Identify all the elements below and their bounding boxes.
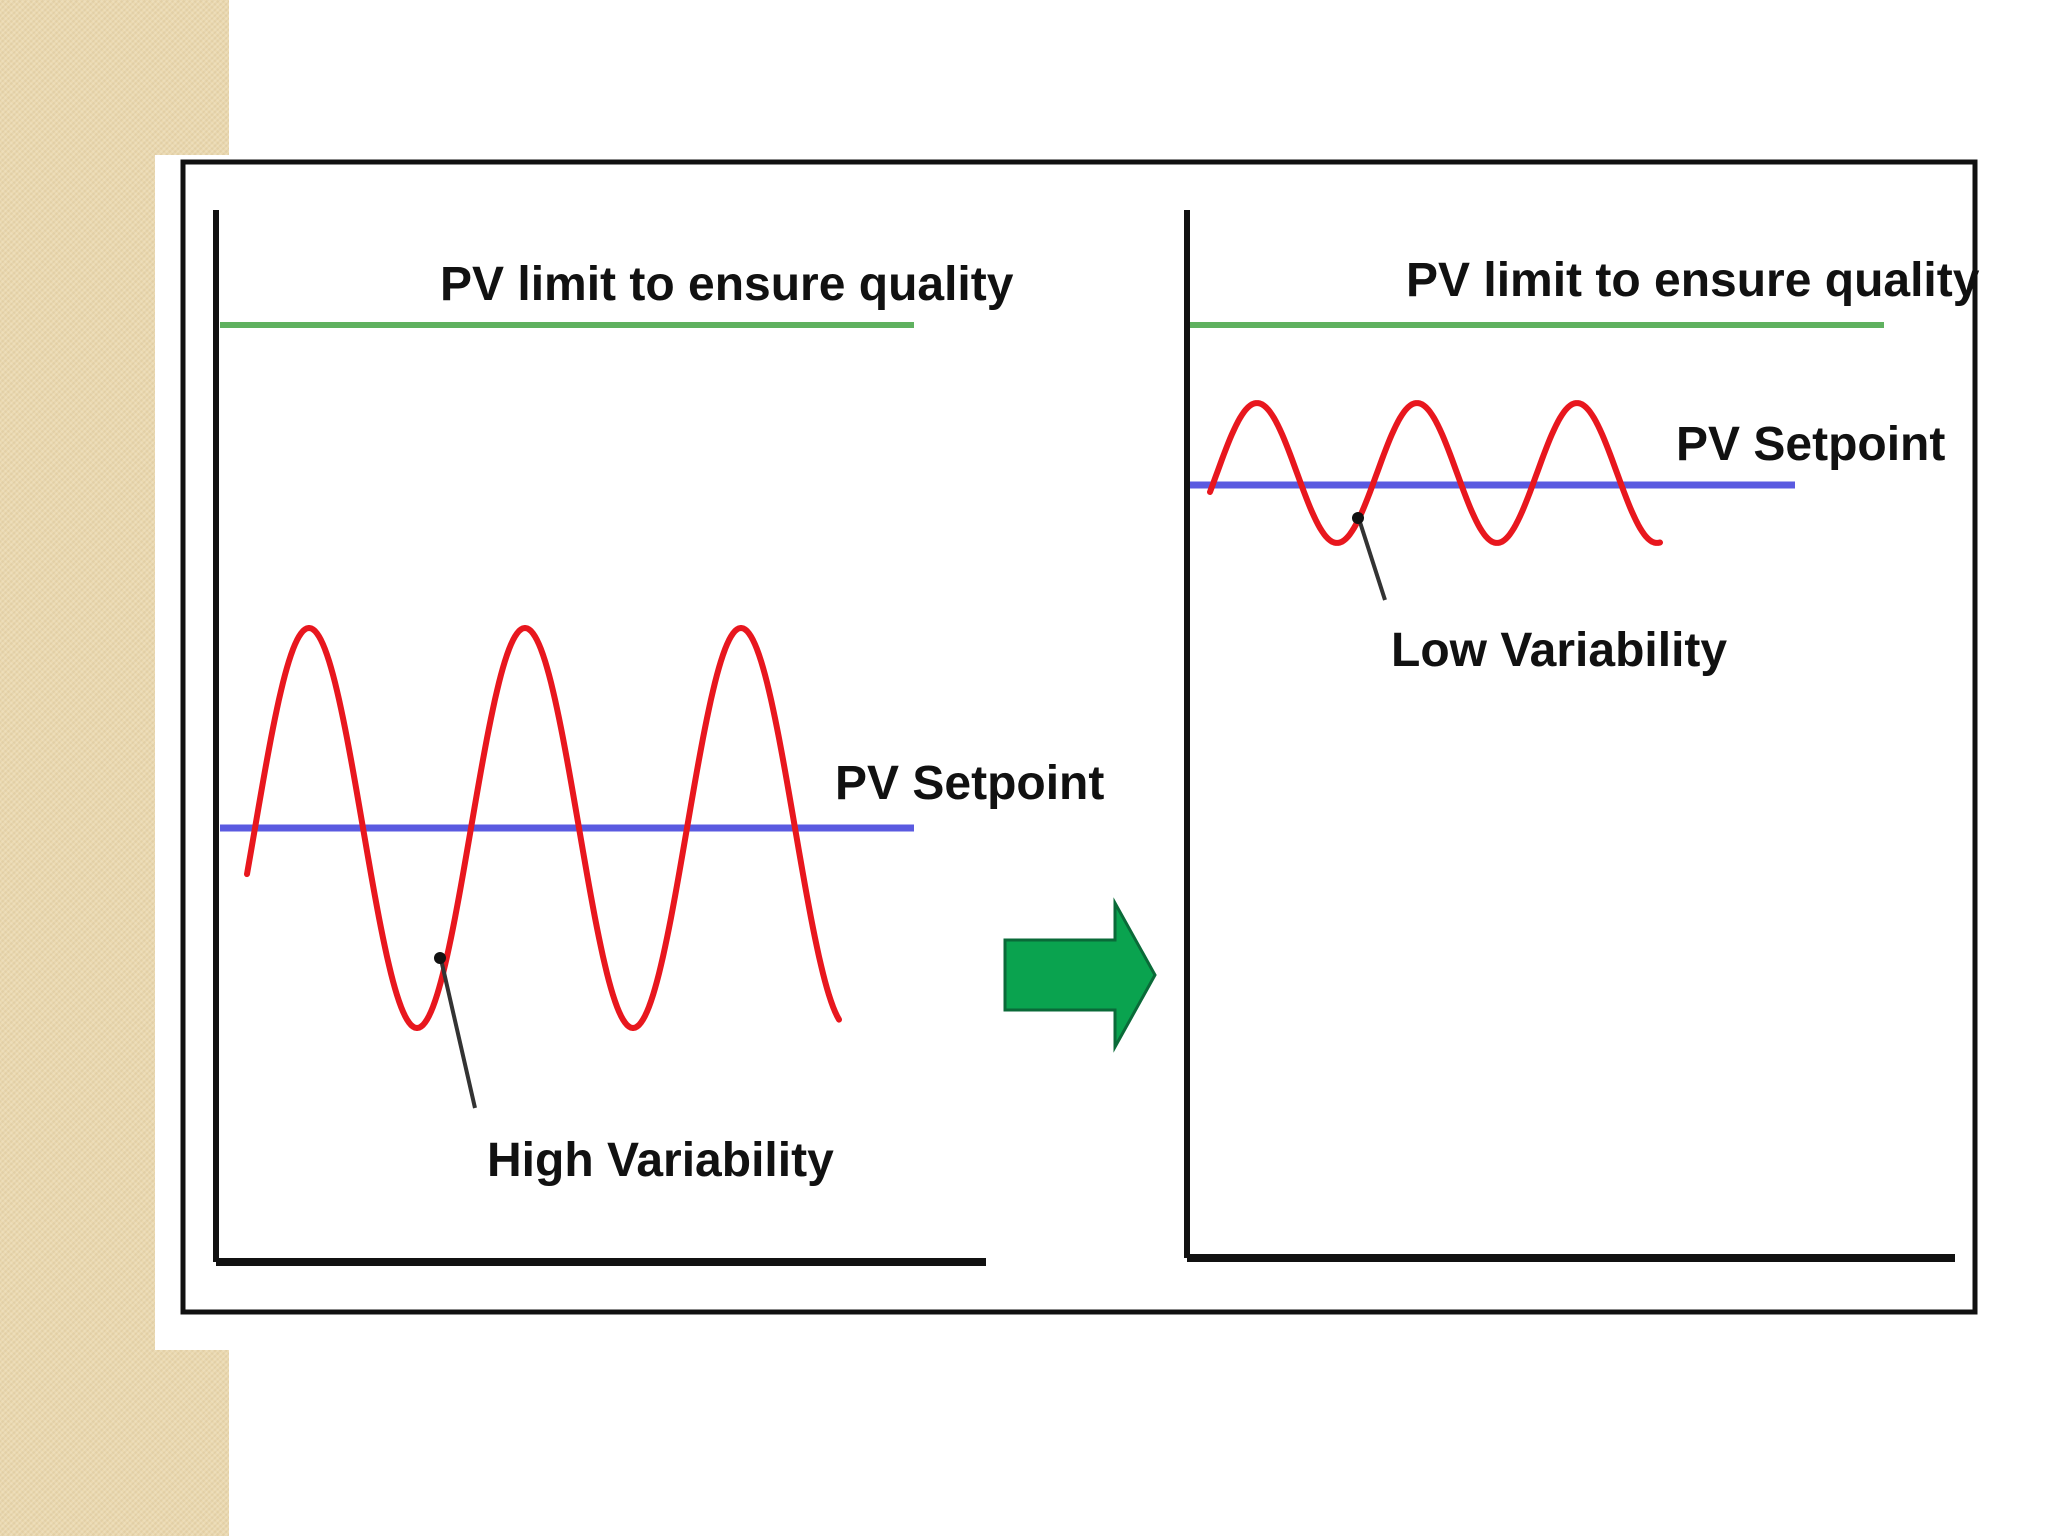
right-callout-pointer bbox=[1356, 515, 1387, 601]
right-callout-dot bbox=[1352, 512, 1364, 524]
right-setpoint-label: PV Setpoint bbox=[1676, 418, 1945, 471]
left-callout-pointer bbox=[438, 954, 477, 1109]
left-variability-label: High Variability bbox=[487, 1134, 834, 1187]
right-limit-label: PV limit to ensure quality bbox=[1406, 254, 1980, 307]
panel-high-variability: PV limit to ensure quality PV Setpoint H… bbox=[213, 210, 1104, 1266]
left-setpoint-label: PV Setpoint bbox=[835, 757, 1104, 810]
right-process-wave bbox=[1207, 400, 1663, 546]
left-process-wave bbox=[244, 625, 842, 1031]
figure-frame bbox=[180, 159, 1978, 1315]
panel-low-variability: PV limit to ensure quality PV Setpoint L… bbox=[1184, 210, 1980, 1262]
left-callout-dot bbox=[434, 952, 446, 964]
transition-arrow-icon bbox=[1003, 897, 1157, 1053]
right-variability-label: Low Variability bbox=[1391, 624, 1727, 677]
left-limit-label: PV limit to ensure quality bbox=[440, 258, 1014, 311]
